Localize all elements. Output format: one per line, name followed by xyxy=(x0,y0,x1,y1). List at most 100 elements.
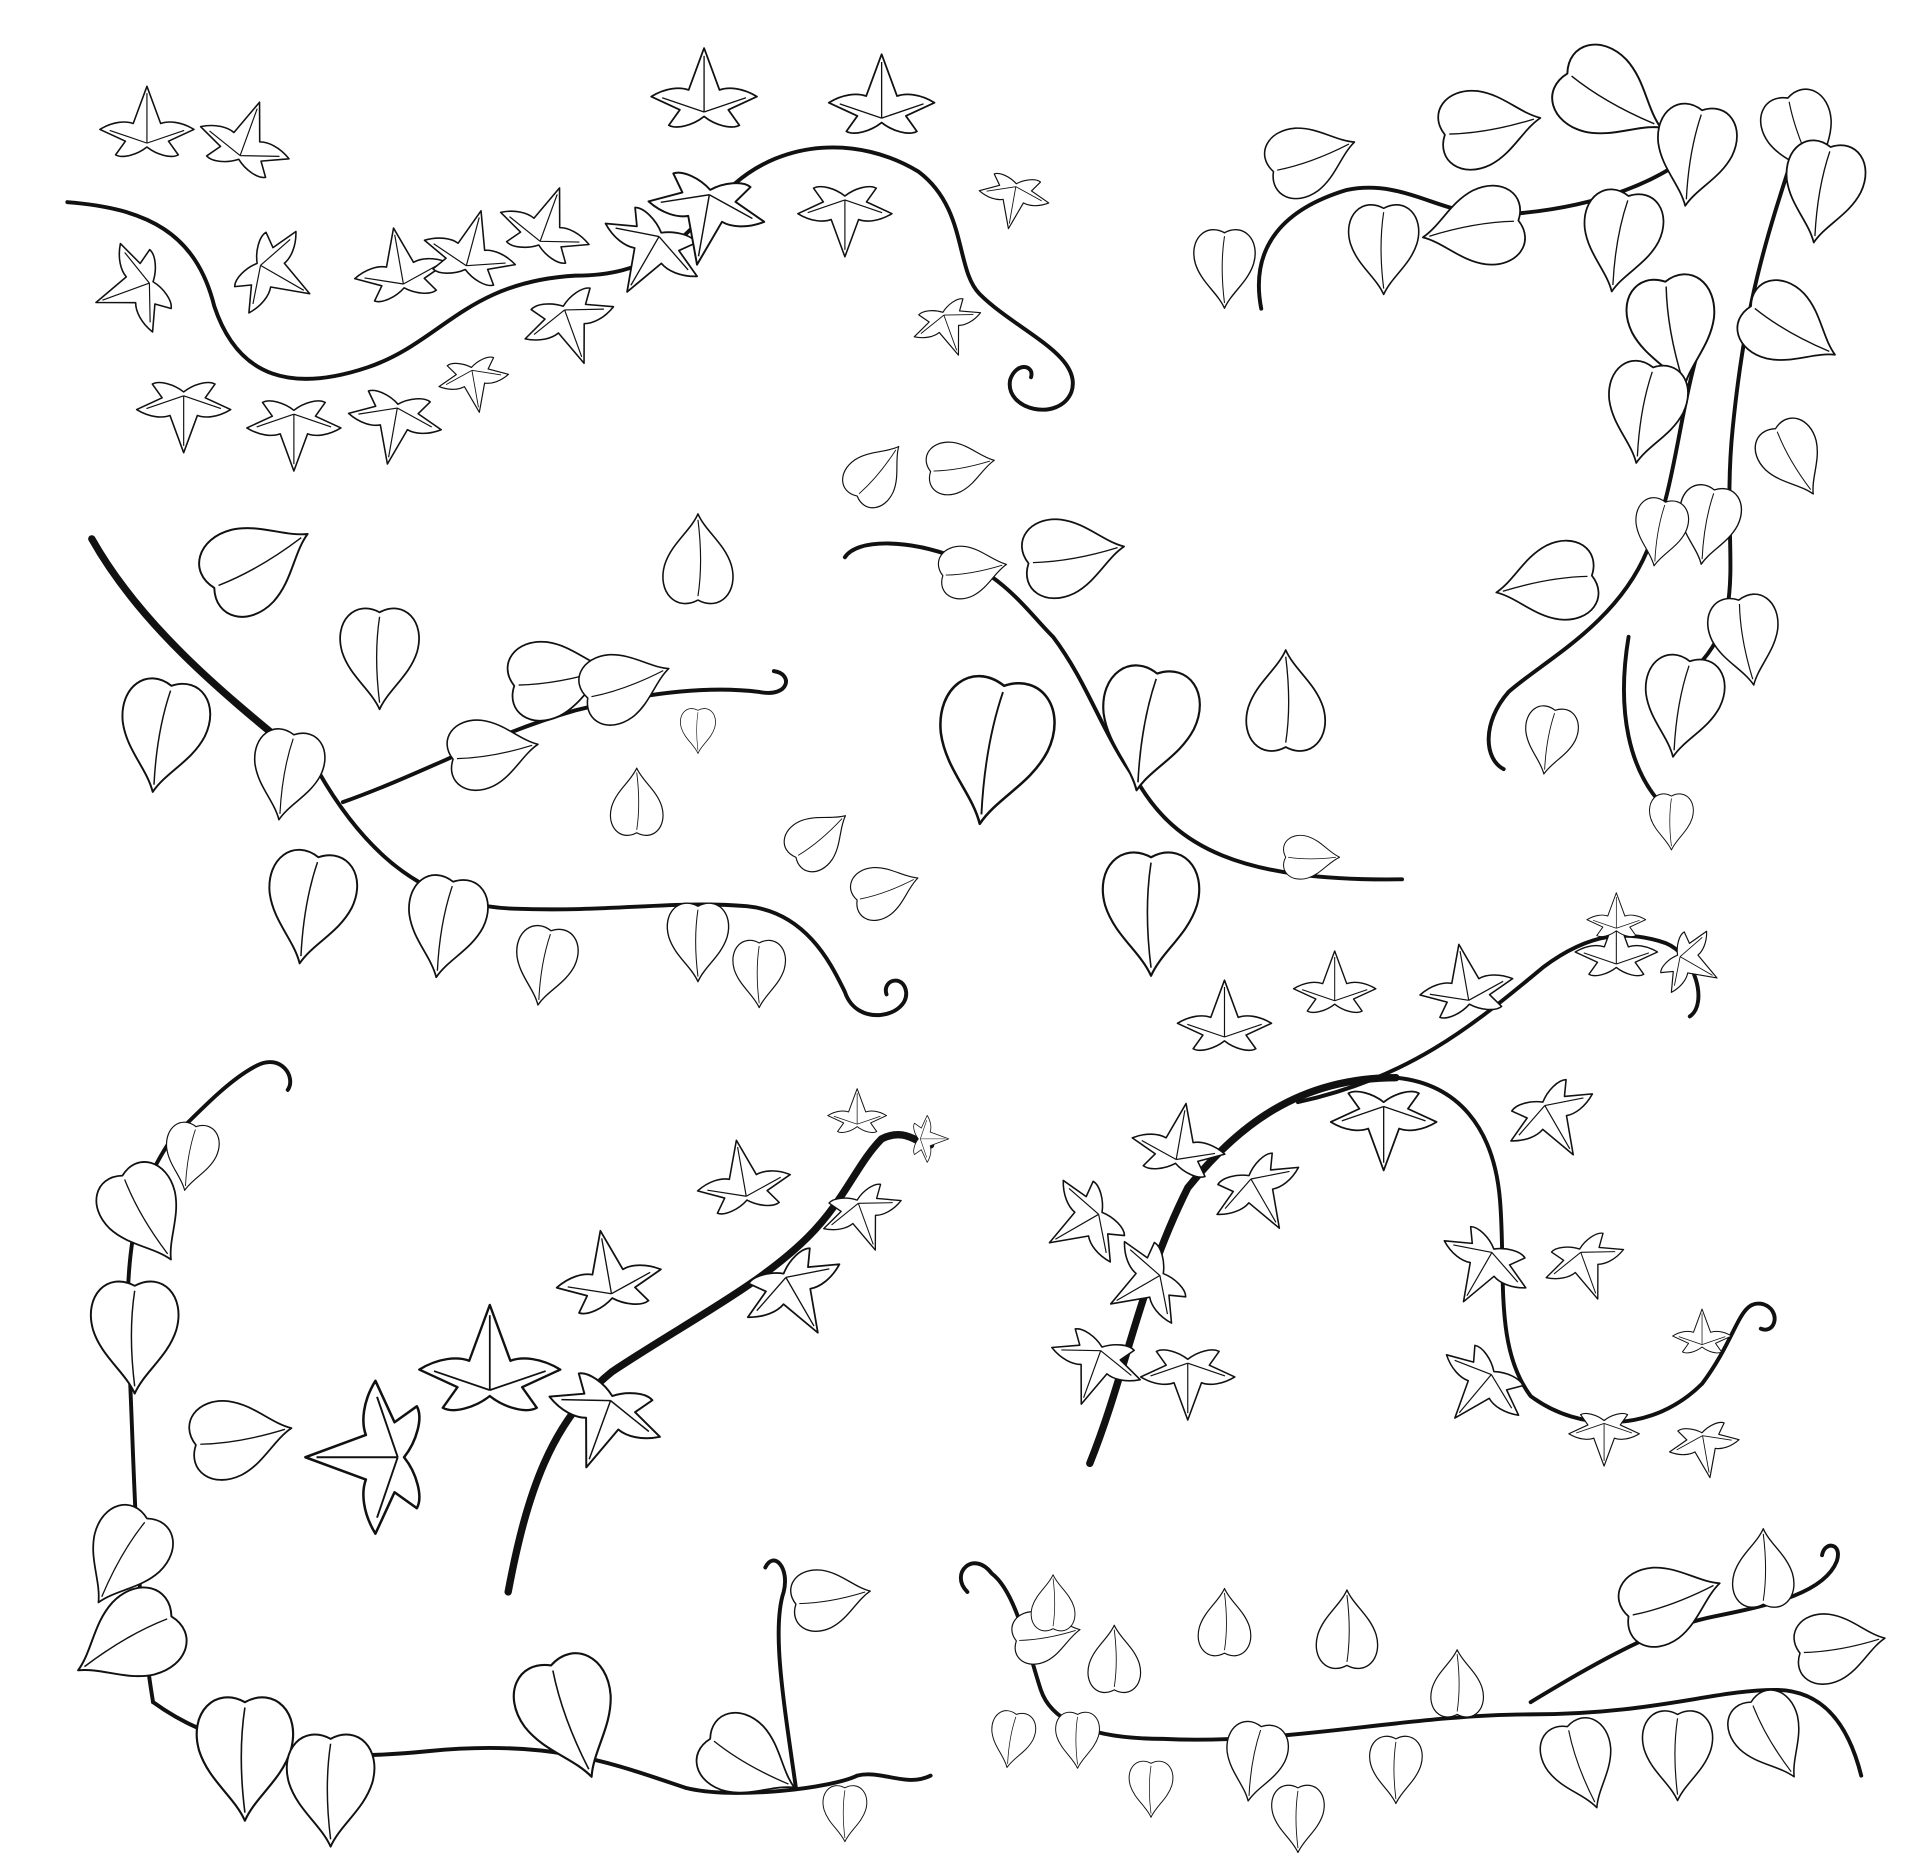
heart-leaf xyxy=(686,1701,815,1823)
vine xyxy=(1086,1073,1400,1468)
heart-leaf xyxy=(922,669,1063,835)
heart-leaf xyxy=(55,1575,199,1710)
heart-leaf xyxy=(1283,834,1341,880)
heart-leaf xyxy=(1315,1589,1379,1670)
heart-leaf xyxy=(285,1733,376,1848)
ivy-leaf xyxy=(1411,935,1519,1023)
heart-leaf xyxy=(786,1560,877,1636)
heart-leaf xyxy=(922,433,1000,499)
vine xyxy=(65,145,1075,412)
heart-leaf xyxy=(822,1785,868,1843)
heart-leaf xyxy=(1087,659,1207,800)
vines xyxy=(65,132,1864,1795)
vine xyxy=(1256,132,1717,311)
heart-leaf xyxy=(195,1696,295,1822)
heart-leaf xyxy=(1433,78,1549,176)
ivy-leaf xyxy=(1292,950,1377,1014)
heart-leaf xyxy=(935,537,1012,603)
heart-leaf xyxy=(834,428,920,516)
ivy-leaf xyxy=(1422,1216,1541,1326)
heart-leaf xyxy=(1746,410,1841,511)
ivy-leaf xyxy=(973,170,1053,236)
leaves xyxy=(55,32,1892,1854)
vine xyxy=(1622,634,1668,811)
ivy-leaf xyxy=(797,185,893,258)
ivy-leaf xyxy=(731,1237,865,1361)
ivy-leaf xyxy=(1672,1308,1732,1354)
heart-leaf xyxy=(1532,1710,1631,1821)
ivy-leaf xyxy=(1665,1419,1746,1485)
heart-leaf xyxy=(1727,269,1856,390)
heart-leaf xyxy=(680,708,716,754)
heart-leaf xyxy=(187,495,331,629)
heart-leaf xyxy=(1415,180,1530,278)
heart-leaf xyxy=(845,852,928,927)
ivy-leaf xyxy=(304,1379,421,1535)
ivy-leaf xyxy=(246,400,342,472)
heart-leaf xyxy=(396,870,494,985)
ivy-leaf xyxy=(190,85,305,185)
ivy-leaf xyxy=(515,280,630,381)
heart-leaf xyxy=(108,672,217,801)
vine xyxy=(1486,316,1711,772)
heart-leaf xyxy=(255,844,364,972)
heart-leaf xyxy=(666,902,730,983)
ivy-leaf xyxy=(418,1303,562,1412)
vine xyxy=(1393,1075,1777,1425)
ivy-leaf xyxy=(1202,1143,1321,1253)
ivy-leaf xyxy=(434,353,515,420)
ivy-leaf xyxy=(1025,1166,1135,1285)
ivy-leaf xyxy=(906,293,993,368)
heart-leaf xyxy=(984,1707,1039,1772)
heart-leaf xyxy=(1731,1528,1795,1608)
ivy-leaf xyxy=(340,386,447,473)
heart-leaf xyxy=(1430,1649,1485,1718)
heart-leaf xyxy=(1627,494,1693,571)
ivy-leaf xyxy=(1176,979,1273,1052)
ivy-leaf xyxy=(530,1363,673,1489)
heart-leaf xyxy=(571,634,682,733)
heart-leaf xyxy=(1645,98,1743,214)
ivy-leaf xyxy=(1496,1069,1615,1180)
heart-leaf xyxy=(1055,1711,1100,1769)
heart-leaf xyxy=(1128,1760,1174,1818)
ivy-leaf xyxy=(1537,1226,1638,1314)
heart-leaf xyxy=(1193,229,1256,309)
ivy-leaf xyxy=(827,53,936,134)
heart-leaf xyxy=(1789,1602,1892,1690)
heart-leaf xyxy=(502,1643,638,1795)
heart-leaf xyxy=(339,607,420,711)
heart-leaf xyxy=(507,921,583,1012)
ivy-leaf xyxy=(913,1114,950,1163)
heart-leaf xyxy=(732,939,787,1009)
ivy-leaf xyxy=(1139,1349,1236,1421)
ivy-leaf xyxy=(814,1177,915,1265)
heart-leaf xyxy=(1101,851,1201,977)
ivy-leaf xyxy=(1418,1333,1537,1450)
ivy-leaf xyxy=(827,1088,888,1133)
heart-leaf xyxy=(1347,204,1420,296)
ivy-leaf xyxy=(689,1131,796,1219)
ivy-leaf xyxy=(224,217,335,336)
ivy-leaf xyxy=(1586,892,1647,938)
heart-leaf xyxy=(1649,793,1694,851)
heart-leaf xyxy=(1245,649,1327,752)
heart-leaf xyxy=(662,513,734,605)
ivy-leaf xyxy=(547,1220,668,1319)
vine xyxy=(763,1558,798,1790)
heart-leaf xyxy=(776,794,863,880)
ivy-leaf xyxy=(650,47,758,128)
ivy-leaf xyxy=(135,381,232,454)
heart-leaf xyxy=(1030,1574,1076,1632)
heart-leaf xyxy=(243,724,330,827)
heart-leaf xyxy=(1633,649,1731,765)
heart-leaf xyxy=(609,767,664,836)
heart-leaf xyxy=(1087,1624,1142,1694)
heart-leaf xyxy=(442,708,545,796)
ivy-leaf xyxy=(99,85,195,158)
heart-leaf xyxy=(1641,1710,1714,1802)
heart-leaf xyxy=(1197,1587,1252,1657)
ivy-leaf xyxy=(490,171,605,271)
